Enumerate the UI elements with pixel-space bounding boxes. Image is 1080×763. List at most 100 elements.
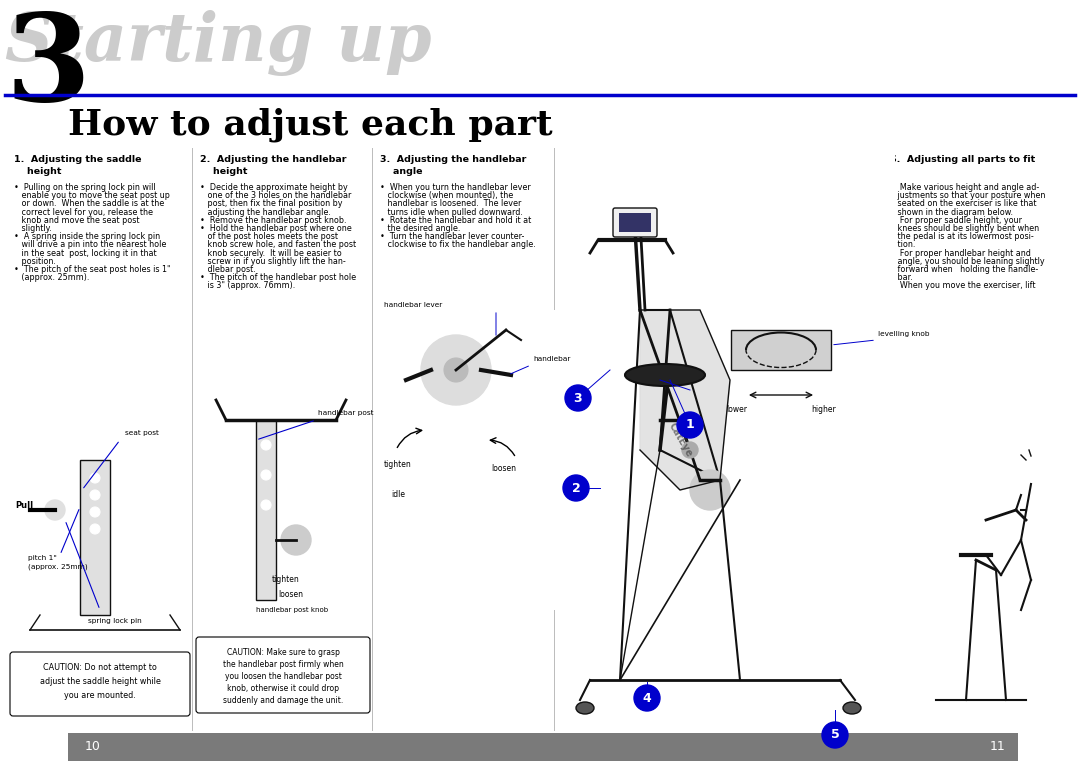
Text: idle: idle	[391, 490, 405, 499]
Text: handlebar: handlebar	[534, 356, 570, 362]
Text: 1: 1	[686, 418, 694, 432]
Text: one of the 3 holes on the handlebar: one of the 3 holes on the handlebar	[200, 192, 351, 200]
Text: 1200 can be adjusted according to: 1200 can be adjusted according to	[562, 192, 710, 200]
Circle shape	[634, 685, 660, 711]
Text: knobs until a stable position is main-: knobs until a stable position is main-	[725, 216, 880, 225]
Text: pitch 1": pitch 1"	[28, 555, 57, 561]
Text: the pedal is at its lowermost posi-: the pedal is at its lowermost posi-	[890, 232, 1034, 241]
Text: dlebar post.: dlebar post.	[200, 265, 256, 274]
Text: knees should be slightly bent when: knees should be slightly bent when	[890, 224, 1039, 233]
Text: loosen: loosen	[279, 590, 303, 599]
Text: CAUTION: Make sure to grasp: CAUTION: Make sure to grasp	[227, 648, 339, 657]
Text: you are mounted.: you are mounted.	[64, 691, 136, 700]
Bar	[555, 148, 895, 738]
Text: tighten: tighten	[272, 575, 300, 584]
Text: •  The pitch of the seat post holes is 1": • The pitch of the seat post holes is 1"	[14, 265, 171, 274]
Text: CAUTION: Do not attempt to: CAUTION: Do not attempt to	[43, 663, 157, 672]
Text: suddenly and damage the unit.: suddenly and damage the unit.	[222, 696, 343, 705]
Text: •  Make various height and angle ad-: • Make various height and angle ad-	[890, 183, 1039, 192]
Text: 3.  Adjusting the handlebar
    angle: 3. Adjusting the handlebar angle	[380, 155, 526, 175]
Ellipse shape	[843, 702, 861, 714]
Bar	[10, 380, 190, 650]
Text: shown in the diagram below.: shown in the diagram below.	[890, 208, 1013, 217]
Circle shape	[565, 385, 591, 411]
Text: handlebar is loosened.  The lever: handlebar is loosened. The lever	[380, 199, 522, 208]
Text: 5.  The levelling knobs: 5. The levelling knobs	[725, 155, 846, 164]
FancyBboxPatch shape	[613, 208, 657, 237]
Text: 4: 4	[643, 691, 651, 704]
Bar	[195, 380, 370, 630]
FancyBboxPatch shape	[195, 637, 370, 713]
Text: post, then fix the final position by: post, then fix the final position by	[200, 199, 342, 208]
FancyBboxPatch shape	[10, 652, 190, 716]
Text: •  The pitch of the handlebar post hole: • The pitch of the handlebar post hole	[200, 273, 356, 282]
Text: •  The pedal belt length of the EC-: • The pedal belt length of the EC-	[562, 183, 700, 192]
Text: CatEye: CatEye	[666, 421, 693, 459]
Polygon shape	[640, 310, 730, 490]
Text: of the post holes meets the post: of the post holes meets the post	[200, 232, 338, 241]
Text: angle, you should be leaning slightly: angle, you should be leaning slightly	[890, 257, 1044, 266]
Text: is 3" (approx. 76mm).: is 3" (approx. 76mm).	[200, 282, 295, 291]
Text: exerciser on a hard, level floor.: exerciser on a hard, level floor.	[725, 192, 858, 200]
Text: lower: lower	[726, 405, 747, 414]
Text: the desired angle.: the desired angle.	[380, 224, 460, 233]
Text: handlebar post knob: handlebar post knob	[256, 607, 328, 613]
Text: spring lock pin: spring lock pin	[87, 618, 141, 624]
Circle shape	[261, 500, 271, 510]
Circle shape	[690, 470, 730, 510]
Text: •  Turn the handlebar lever counter-: • Turn the handlebar lever counter-	[380, 232, 525, 241]
Text: •  Pulling on the spring lock pin will: • Pulling on the spring lock pin will	[14, 183, 156, 192]
Text: handlebar post: handlebar post	[318, 410, 374, 416]
Text: handlebar lever: handlebar lever	[384, 302, 442, 308]
Text: 3: 3	[5, 8, 90, 126]
Text: •  For proper handlebar height and: • For proper handlebar height and	[890, 249, 1031, 258]
Text: (approx. 25mm).: (approx. 25mm).	[14, 273, 90, 282]
Text: Starting up: Starting up	[5, 10, 432, 76]
Ellipse shape	[625, 364, 705, 386]
Text: 6.  Adjusting all parts to fit: 6. Adjusting all parts to fit	[890, 155, 1036, 164]
Text: 11: 11	[989, 741, 1005, 754]
Circle shape	[681, 442, 698, 458]
Text: •  Remove the handlebar post knob.: • Remove the handlebar post knob.	[200, 216, 347, 225]
Circle shape	[281, 525, 311, 555]
Circle shape	[421, 335, 491, 405]
Text: •  Decide the approximate height by: • Decide the approximate height by	[200, 183, 348, 192]
Circle shape	[45, 500, 65, 520]
Text: enable you to move the seat post up: enable you to move the seat post up	[14, 192, 170, 200]
Text: 2.  Adjusting the handlebar
    height: 2. Adjusting the handlebar height	[200, 155, 347, 175]
Bar	[619, 213, 651, 232]
Bar	[721, 310, 880, 470]
Circle shape	[261, 440, 271, 450]
Text: bar.: bar.	[890, 273, 913, 282]
Text: forward when   holding the handle-: forward when holding the handle-	[890, 265, 1038, 274]
Text: slightly.: slightly.	[14, 224, 52, 233]
Circle shape	[90, 490, 100, 500]
Text: tion.: tion.	[890, 240, 916, 250]
Text: knob screw hole, and fasten the post: knob screw hole, and fasten the post	[200, 240, 356, 250]
Text: •  When you turn the handlebar lever: • When you turn the handlebar lever	[380, 183, 530, 192]
Text: will drive a pin into the nearest hole: will drive a pin into the nearest hole	[14, 240, 166, 250]
Circle shape	[822, 722, 848, 748]
Text: knob securely.  It will be easier to: knob securely. It will be easier to	[200, 249, 341, 258]
Text: correct level for you, release the: correct level for you, release the	[14, 208, 153, 217]
Text: •  If the exerciser tilts or wobbles dur-: • If the exerciser tilts or wobbles dur-	[725, 199, 877, 208]
Text: 4.  Adjusting the pedal belt: 4. Adjusting the pedal belt	[562, 155, 708, 164]
Circle shape	[90, 473, 100, 483]
Text: •  Rotate the handlebar and hold it at: • Rotate the handlebar and hold it at	[380, 216, 531, 225]
Text: 3: 3	[573, 391, 582, 404]
Text: or down.  When the saddle is at the: or down. When the saddle is at the	[14, 199, 164, 208]
Bar	[68, 733, 1018, 761]
Text: tained.: tained.	[725, 224, 760, 233]
Bar	[376, 310, 556, 610]
Text: •  Ideally, you should only use your: • Ideally, you should only use your	[725, 183, 867, 192]
Bar	[731, 330, 831, 370]
Text: •  For proper saddle height, your: • For proper saddle height, your	[890, 216, 1022, 225]
Text: position.: position.	[14, 257, 56, 266]
Text: the handlebar post firmly when: the handlebar post firmly when	[222, 660, 343, 669]
Text: ing use, turn one or more levelling: ing use, turn one or more levelling	[725, 208, 872, 217]
Text: screw in if you slightly lift the han-: screw in if you slightly lift the han-	[200, 257, 346, 266]
Text: How to adjust each part: How to adjust each part	[68, 108, 553, 143]
Text: seated on the exerciser is like that: seated on the exerciser is like that	[890, 199, 1037, 208]
Text: knob and move the seat post: knob and move the seat post	[14, 216, 139, 225]
Text: seat post: seat post	[125, 430, 159, 436]
